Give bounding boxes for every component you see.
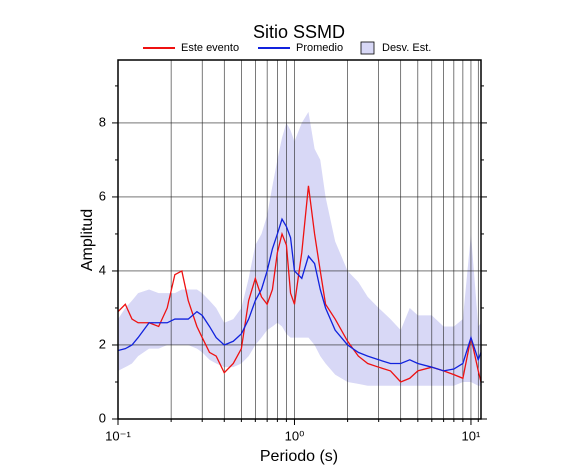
- y-tick-label: 4: [99, 262, 106, 277]
- x-tick-label: 10¹: [462, 428, 481, 443]
- plot-area: [118, 60, 481, 419]
- x-tick-label: 10⁰: [285, 428, 305, 443]
- series-line: [118, 217, 481, 372]
- legend-label: Este evento: [181, 42, 239, 54]
- chart-title: Sitio SSMD: [253, 22, 345, 42]
- y-tick-label: 0: [99, 410, 106, 425]
- y-tick-label: 6: [99, 188, 106, 203]
- legend-swatch: [360, 41, 375, 55]
- y-tick-label: 8: [99, 114, 106, 129]
- y-tick-label: 2: [99, 336, 106, 351]
- legend-label: Promedio: [296, 42, 343, 54]
- x-axis-label: Periodo (s): [260, 448, 338, 465]
- legend-label: Desv. Est.: [382, 42, 431, 54]
- std-band: [118, 111, 481, 386]
- x-tick-label: 10⁻¹: [105, 428, 131, 443]
- series-line: [118, 185, 481, 383]
- y-axis-label: Amplitud: [79, 209, 96, 271]
- plot-frame: [117, 59, 482, 420]
